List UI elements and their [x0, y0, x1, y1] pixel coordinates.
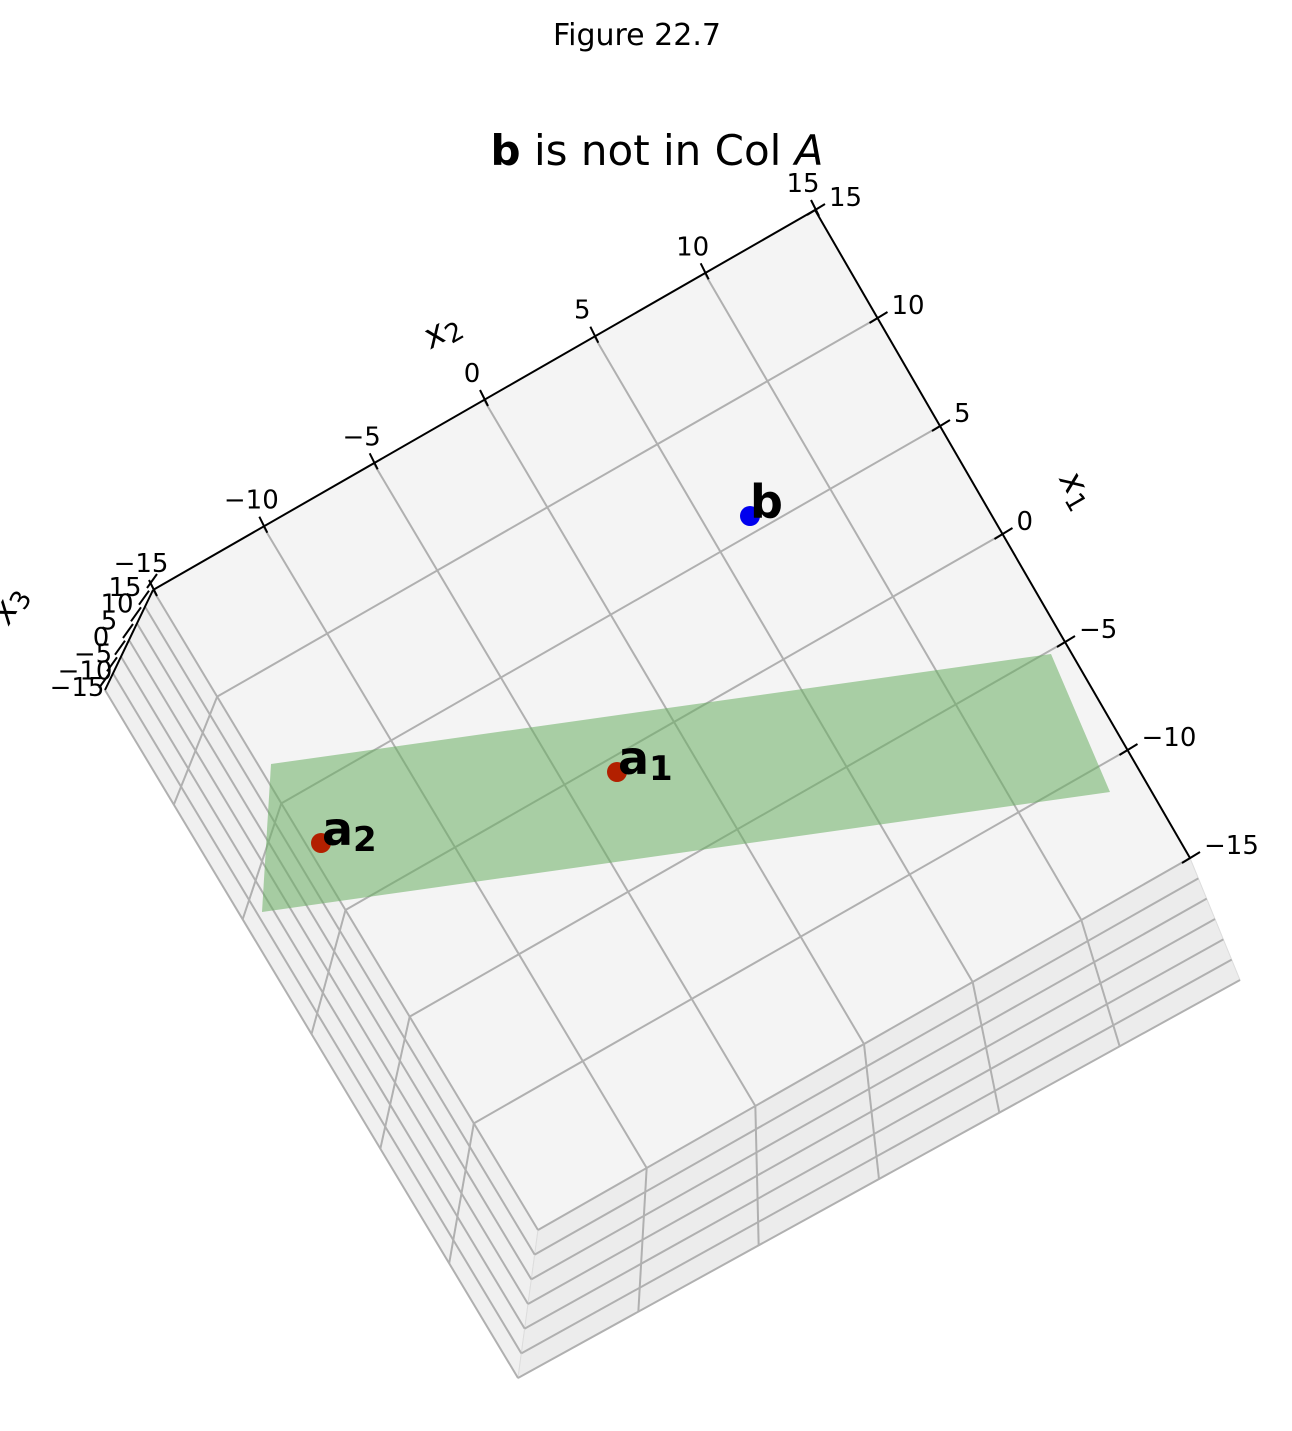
- x2-tick-label-5: 10: [676, 232, 709, 262]
- x2-tick-3: [479, 389, 489, 407]
- x2-tick-label-2: −5: [343, 422, 381, 452]
- left-wall-hline-0: [152, 589, 539, 1231]
- point-a1-label-sub: 1: [649, 749, 673, 789]
- point-a2: [311, 833, 331, 853]
- x2-tick-5: [699, 262, 710, 280]
- plot-title: b is not in Col A: [491, 126, 824, 175]
- front-wall-hline-0: [537, 857, 1191, 1231]
- point-a1-label-main: a: [618, 731, 649, 785]
- front-wall-hline-2: [530, 897, 1208, 1281]
- x3-tick-5: [138, 590, 150, 606]
- x1-tick-label-2: −5: [1079, 615, 1117, 645]
- x2-tick-label-3: 0: [464, 359, 481, 389]
- x2-tick-label-1: −10: [224, 486, 279, 516]
- left-wall-hline-6: [104, 689, 519, 1379]
- x1-tick-3: [993, 527, 1014, 540]
- x1-axis-label: x1: [1047, 463, 1104, 518]
- x2-tick-label-6: 15: [786, 169, 819, 199]
- point-a2-label-sub: 2: [353, 820, 377, 860]
- x3-tick-label-6: 15: [108, 573, 141, 603]
- x2-tick-1: [258, 516, 269, 534]
- data-points: b a1 a2: [311, 475, 783, 860]
- point-b-label: b: [750, 475, 783, 529]
- plot-title-middle: is not in Col: [521, 126, 795, 175]
- x2-tick-label-4: 5: [574, 296, 591, 326]
- point-b: [740, 506, 760, 526]
- x1-tick-0: [1181, 851, 1201, 864]
- x3-tick-3: [122, 623, 134, 639]
- x1-tick-1: [1118, 743, 1139, 756]
- x2-tick-4: [589, 326, 600, 344]
- x1-tick-label-0: −15: [1204, 831, 1259, 861]
- front-wall-hline-1: [534, 877, 1199, 1256]
- x3-tick-label-4: 5: [101, 606, 118, 636]
- x3-tick-label-2: −5: [74, 640, 112, 670]
- x1-tick-6: [806, 203, 826, 216]
- x3-tick-4: [130, 606, 142, 622]
- left-wall-hline-2: [136, 622, 533, 1280]
- axis-ticks: −15−10−5051015−15−10−5051015−15−10−50510…: [50, 169, 1259, 864]
- floor-grid-line-x1-5: [473, 749, 1128, 1125]
- x3-axis-line: [104, 589, 154, 691]
- left-wall-hline-4: [120, 656, 526, 1330]
- column-space-plane: [262, 654, 1110, 912]
- x3-tick-0: [98, 673, 110, 689]
- plot-title-italic: A: [792, 126, 824, 175]
- plot-title-bold: b: [491, 126, 521, 175]
- x1-tick-4: [931, 419, 951, 432]
- x3-tick-label-0: −15: [50, 673, 105, 703]
- x3-axis-label: x3: [0, 579, 38, 634]
- x1-tick-label-3: 0: [1017, 507, 1034, 537]
- point-a2-label: a2: [322, 802, 377, 860]
- x2-tick-label-0: −15: [114, 549, 169, 579]
- x3-tick-label-3: 0: [93, 623, 110, 653]
- x1-tick-label-4: 5: [954, 399, 971, 429]
- x3-tick-2: [114, 640, 126, 656]
- x3-tick-1: [106, 656, 118, 672]
- left-wall-hline-1: [144, 606, 536, 1256]
- x1-tick-label-1: −10: [1142, 723, 1197, 753]
- figure-title: Figure 22.7: [553, 18, 721, 53]
- point-a1: [607, 762, 627, 782]
- front-wall-hline-5: [520, 958, 1233, 1355]
- front-wall-hline-4: [524, 938, 1224, 1330]
- left-wall-hline-3: [128, 639, 529, 1305]
- x2-axis-label: x2: [415, 304, 470, 361]
- front-wall-hline-3: [527, 918, 1216, 1305]
- x3-tick-6: [146, 573, 158, 589]
- x1-tick-5: [868, 311, 889, 324]
- x2-tick-6: [810, 199, 820, 217]
- wall-grid: [104, 589, 1241, 1379]
- x2-tick-2: [368, 452, 379, 470]
- front-wall-hline-6: [517, 979, 1241, 1379]
- x1-tick-2: [1056, 635, 1076, 648]
- x3-tick-label-1: −10: [58, 656, 113, 686]
- left-wall-hline-5: [112, 672, 523, 1354]
- x1-tick-label-5: 10: [892, 291, 925, 321]
- x3-tick-label-5: 10: [100, 590, 133, 620]
- point-a1-label: a1: [618, 731, 673, 789]
- x1-tick-label-6: 15: [829, 183, 862, 213]
- point-a2-label-main: a: [322, 802, 353, 856]
- point-b-label-main: b: [750, 475, 783, 529]
